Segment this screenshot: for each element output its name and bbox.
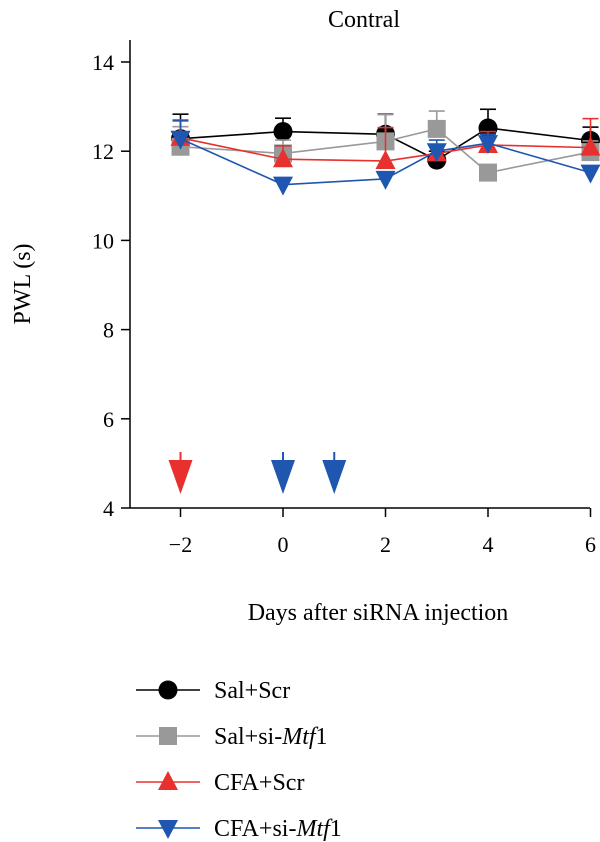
- legend-label-italic: Mtf: [281, 724, 319, 750]
- y-tick-label: 10: [92, 228, 114, 253]
- legend-item: Sal+si-Mtf1: [136, 724, 328, 750]
- y-tick-label: 8: [103, 318, 114, 343]
- legend-label-italic: Mtf: [295, 816, 333, 842]
- data-point: [479, 163, 497, 182]
- legend-label: Sal+Scr: [214, 678, 290, 704]
- injection-arrow: [322, 452, 347, 494]
- y-tick-label: 14: [92, 50, 114, 75]
- legend-label-prefix: CFA+Scr: [214, 770, 304, 796]
- data-point: [273, 148, 293, 168]
- legend-label: CFA+Scr: [214, 770, 304, 796]
- y-axis-title: PWL (s): [10, 243, 36, 324]
- series-line: [180, 137, 591, 162]
- x-tick-label: 0: [278, 532, 289, 557]
- data-point: [580, 164, 600, 184]
- legend-item: Sal+Scr: [136, 678, 290, 704]
- series-layer: [170, 108, 600, 196]
- x-tick-label: 6: [585, 532, 596, 557]
- legend-item: CFA+Scr: [136, 770, 304, 796]
- series-line: [180, 128, 591, 174]
- data-point: [375, 150, 396, 170]
- series-line: [180, 137, 591, 186]
- arrow-head: [168, 460, 193, 494]
- legend-label-suffix: 1: [330, 816, 342, 842]
- legend-marker: [159, 727, 177, 745]
- data-point: [170, 130, 191, 150]
- injection-arrows: [168, 452, 347, 494]
- x-tick-label: −2: [169, 532, 192, 557]
- legend-label: CFA+si-Mtf1: [214, 816, 342, 842]
- injection-arrow: [271, 452, 295, 494]
- data-point: [375, 170, 396, 190]
- chart-title: Contral: [328, 7, 400, 33]
- x-tick-label: 4: [483, 532, 494, 557]
- x-axis-title: Days after siRNA injection: [248, 600, 509, 626]
- legend-marker: [158, 680, 178, 700]
- y-tick-label: 6: [103, 407, 114, 432]
- y-tick-label: 12: [92, 139, 114, 164]
- series-3: [170, 120, 600, 196]
- series-line: [180, 127, 591, 162]
- y-tick-label: 4: [103, 496, 114, 521]
- series-2: [170, 117, 600, 170]
- data-point: [273, 122, 293, 142]
- legend-label-prefix: Sal+si-: [214, 724, 282, 750]
- chart-axes: [129, 40, 590, 509]
- legend-marker: [158, 820, 178, 839]
- data-point: [580, 136, 600, 156]
- legend-label: Sal+si-Mtf1: [214, 724, 328, 750]
- data-point: [478, 135, 498, 155]
- arrow-head: [322, 460, 347, 494]
- data-point: [427, 119, 446, 138]
- injection-arrow: [168, 452, 193, 494]
- legend-label-suffix: 1: [316, 724, 328, 750]
- legend-marker: [158, 771, 178, 790]
- legend-label-prefix: Sal+Scr: [214, 678, 290, 704]
- x-tick-label: 2: [380, 532, 391, 557]
- data-point: [273, 176, 293, 196]
- legend-label-prefix: CFA+si-: [214, 816, 296, 842]
- y-ticks: 4 6 8 10 12 14: [92, 50, 130, 521]
- arrow-head: [271, 460, 295, 494]
- legend-item: CFA+si-Mtf1: [136, 816, 342, 842]
- data-point: [426, 143, 447, 163]
- data-point: [478, 118, 498, 138]
- x-ticks: −2 0 2 4 6: [169, 508, 596, 557]
